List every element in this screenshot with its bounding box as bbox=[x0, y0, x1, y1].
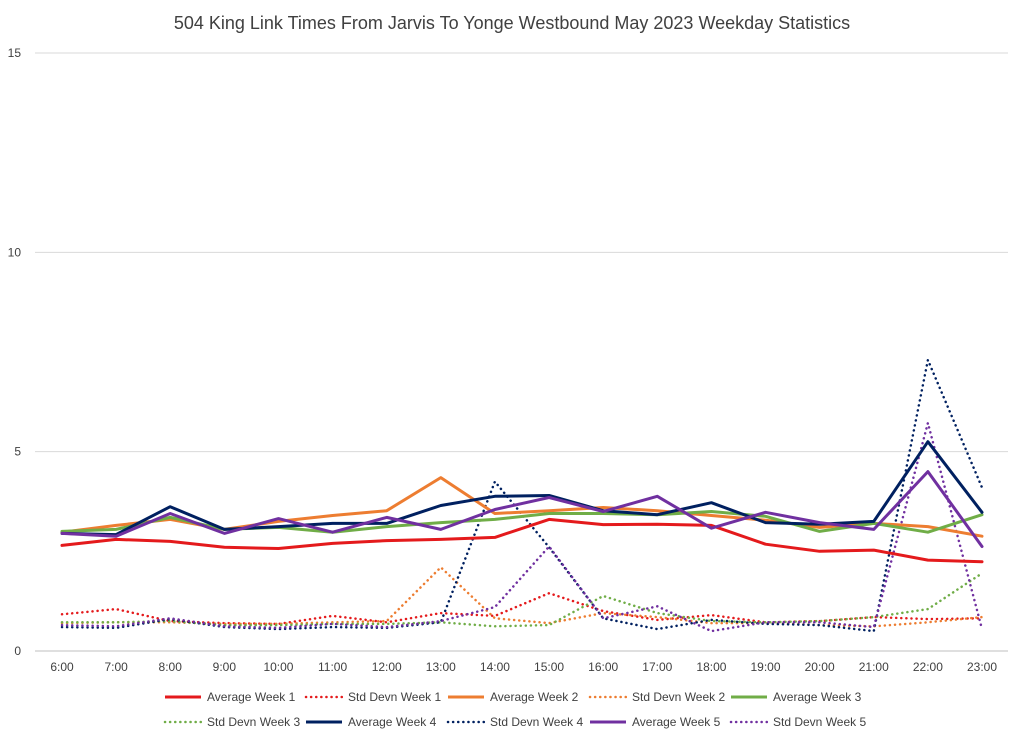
legend-item: Average Week 5 bbox=[590, 715, 721, 729]
legend-item: Std Devn Week 3 bbox=[163, 715, 300, 729]
series-line-average-week-3 bbox=[60, 510, 984, 534]
series-line-average-week-5 bbox=[60, 470, 984, 548]
legend-item: Average Week 1 bbox=[165, 690, 296, 704]
x-tick-label: 7:00 bbox=[104, 660, 128, 674]
x-tick-label: 15:00 bbox=[534, 660, 564, 674]
y-tick-label: 0 bbox=[14, 644, 21, 658]
x-tick-label: 21:00 bbox=[859, 660, 889, 674]
legend-label: Std Devn Week 5 bbox=[773, 715, 866, 729]
y-axis-ticks: 0 5 10 15 bbox=[8, 46, 22, 658]
legend-label: Std Devn Week 3 bbox=[207, 715, 300, 729]
x-tick-label: 17:00 bbox=[642, 660, 672, 674]
legend-item: Std Devn Week 2 bbox=[588, 690, 725, 704]
x-tick-label: 11:00 bbox=[318, 660, 347, 674]
x-tick-label: 6:00 bbox=[50, 660, 74, 674]
series-lines bbox=[60, 358, 984, 633]
series-line-std-devn-week-4 bbox=[60, 358, 984, 633]
legend-label: Std Devn Week 4 bbox=[490, 715, 583, 729]
legend-label: Average Week 3 bbox=[773, 690, 862, 704]
x-tick-label: 16:00 bbox=[588, 660, 618, 674]
legend-item: Average Week 4 bbox=[306, 715, 437, 729]
legend-label: Average Week 2 bbox=[490, 690, 579, 704]
series-line-average-week-4 bbox=[60, 440, 984, 537]
x-tick-label: 22:00 bbox=[913, 660, 943, 674]
legend-item: Std Devn Week 4 bbox=[446, 715, 583, 729]
y-tick-label: 15 bbox=[8, 46, 22, 60]
x-tick-label: 20:00 bbox=[805, 660, 835, 674]
legend-label: Std Devn Week 2 bbox=[632, 690, 725, 704]
series-line-average-week-1 bbox=[60, 517, 984, 564]
series-line-std-devn-week-1 bbox=[60, 591, 984, 626]
legend-item: Average Week 3 bbox=[731, 690, 862, 704]
legend-label: Average Week 4 bbox=[348, 715, 437, 729]
gridlines bbox=[35, 52, 1008, 652]
y-tick-label: 10 bbox=[8, 245, 22, 259]
x-tick-label: 12:00 bbox=[372, 660, 402, 674]
chart-title: 504 King Link Times From Jarvis To Yonge… bbox=[174, 13, 850, 33]
x-tick-label: 9:00 bbox=[213, 660, 237, 674]
x-tick-label: 14:00 bbox=[480, 660, 510, 674]
x-tick-label: 23:00 bbox=[967, 660, 997, 674]
series-line-std-devn-week-5 bbox=[60, 421, 984, 633]
legend-label: Average Week 1 bbox=[207, 690, 296, 704]
x-tick-label: 18:00 bbox=[696, 660, 726, 674]
x-tick-label: 19:00 bbox=[751, 660, 781, 674]
legend-item: Average Week 2 bbox=[448, 690, 579, 704]
x-axis-ticks: 6:00 7:00 8:00 9:00 10:00 11:00 12:00 13:00 14:0… bbox=[50, 660, 997, 674]
y-tick-label: 5 bbox=[14, 445, 21, 459]
series-line-std-devn-week-3 bbox=[60, 572, 984, 628]
x-tick-label: 8:00 bbox=[159, 660, 183, 674]
legend-item: Std Devn Week 5 bbox=[729, 715, 866, 729]
legend: Average Week 1 Std Devn Week 1 Average Wee… bbox=[163, 690, 866, 729]
series-line-std-devn-week-2 bbox=[60, 566, 984, 628]
legend-item: Std Devn Week 1 bbox=[304, 690, 441, 704]
legend-label: Average Week 5 bbox=[632, 715, 721, 729]
legend-label: Std Devn Week 1 bbox=[348, 690, 441, 704]
x-tick-label: 13:00 bbox=[426, 660, 456, 674]
x-tick-label: 10:00 bbox=[263, 660, 293, 674]
